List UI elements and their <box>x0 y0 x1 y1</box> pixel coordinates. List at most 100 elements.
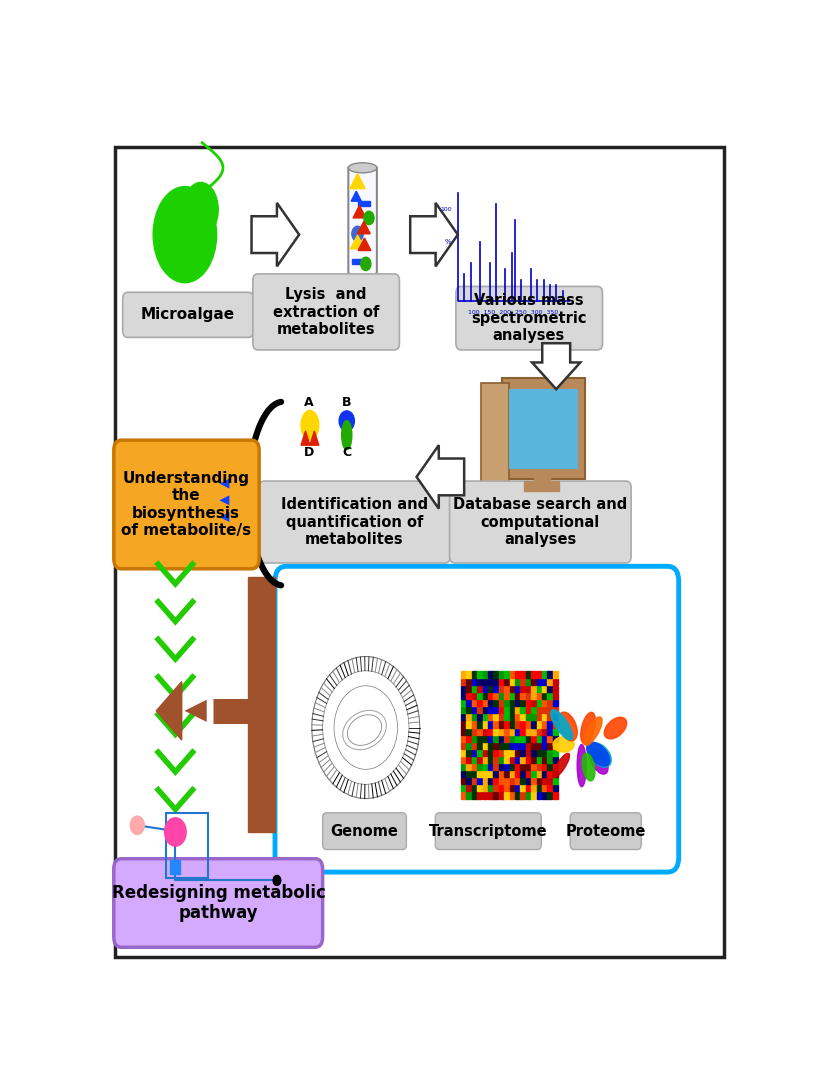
Bar <box>526 707 531 713</box>
Polygon shape <box>417 445 464 509</box>
Bar <box>477 692 482 699</box>
FancyBboxPatch shape <box>259 481 450 563</box>
Bar <box>520 728 525 735</box>
Bar <box>461 722 466 728</box>
Text: Transcriptome: Transcriptome <box>429 824 548 839</box>
Bar <box>536 742 541 749</box>
Bar <box>532 700 536 706</box>
Bar <box>472 736 477 742</box>
Bar <box>499 707 504 713</box>
Bar <box>499 728 504 735</box>
Bar <box>488 756 493 763</box>
Bar <box>520 700 525 706</box>
Bar <box>547 756 552 763</box>
Polygon shape <box>532 343 581 390</box>
Bar <box>505 786 509 791</box>
Bar <box>505 678 509 685</box>
Bar <box>482 792 487 799</box>
Bar <box>547 742 552 749</box>
Ellipse shape <box>584 717 602 745</box>
Bar <box>466 714 471 720</box>
Bar <box>482 756 487 763</box>
Bar <box>461 672 466 678</box>
Bar <box>461 792 466 799</box>
Bar <box>493 792 498 799</box>
Bar <box>488 700 493 706</box>
Bar <box>461 692 466 699</box>
FancyBboxPatch shape <box>570 813 641 850</box>
Bar <box>493 778 498 784</box>
Bar <box>534 473 550 483</box>
Bar <box>499 736 504 742</box>
Bar <box>520 722 525 728</box>
Bar <box>542 736 547 742</box>
Bar <box>499 742 504 749</box>
Bar <box>542 756 547 763</box>
Bar <box>488 778 493 784</box>
Circle shape <box>364 212 374 225</box>
Text: A: A <box>304 396 314 409</box>
FancyBboxPatch shape <box>253 273 400 350</box>
Bar <box>542 672 547 678</box>
Bar <box>482 700 487 706</box>
Bar <box>482 736 487 742</box>
Bar <box>547 778 552 784</box>
Text: Identification and
quantification of
metabolites: Identification and quantification of met… <box>281 497 428 547</box>
Bar <box>509 792 514 799</box>
Bar <box>553 686 558 692</box>
Bar <box>482 742 487 749</box>
Bar <box>515 692 520 699</box>
Bar <box>532 750 536 756</box>
Bar <box>532 722 536 728</box>
Bar <box>536 707 541 713</box>
Bar <box>461 714 466 720</box>
Bar <box>466 792 471 799</box>
Bar <box>553 750 558 756</box>
Bar <box>542 686 547 692</box>
FancyBboxPatch shape <box>114 441 259 569</box>
Bar <box>520 672 525 678</box>
FancyBboxPatch shape <box>501 379 585 480</box>
Bar <box>466 764 471 770</box>
Bar <box>482 707 487 713</box>
Bar <box>509 778 514 784</box>
Bar <box>532 786 536 791</box>
Bar <box>505 742 509 749</box>
Bar <box>505 700 509 706</box>
Bar <box>532 764 536 770</box>
Bar <box>520 692 525 699</box>
Bar <box>532 792 536 799</box>
Polygon shape <box>358 221 370 233</box>
Circle shape <box>352 227 364 241</box>
Polygon shape <box>351 235 364 248</box>
Bar <box>477 728 482 735</box>
Bar <box>542 707 547 713</box>
Bar <box>493 756 498 763</box>
Bar <box>509 707 514 713</box>
Ellipse shape <box>582 753 595 781</box>
Polygon shape <box>251 203 299 267</box>
Bar <box>526 722 531 728</box>
Bar <box>461 750 466 756</box>
Bar <box>532 714 536 720</box>
Bar <box>536 678 541 685</box>
FancyBboxPatch shape <box>509 390 578 469</box>
Bar <box>493 722 498 728</box>
Bar <box>536 792 541 799</box>
Bar <box>536 672 541 678</box>
Bar <box>477 686 482 692</box>
Bar <box>515 722 520 728</box>
Bar <box>553 714 558 720</box>
Bar <box>477 750 482 756</box>
Bar <box>493 770 498 777</box>
Bar <box>515 750 520 756</box>
Bar <box>553 672 558 678</box>
Bar <box>542 770 547 777</box>
Bar <box>526 786 531 791</box>
Bar <box>520 678 525 685</box>
Bar <box>526 686 531 692</box>
Bar <box>547 672 552 678</box>
Bar <box>505 728 509 735</box>
Bar <box>520 764 525 770</box>
Bar <box>542 714 547 720</box>
